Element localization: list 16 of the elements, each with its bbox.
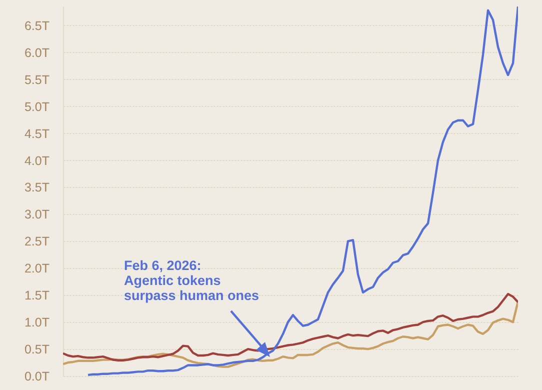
y-tick-label: 2.0T — [24, 262, 50, 276]
y-tick-label: 0.0T — [24, 370, 50, 384]
line-series — [86, 6, 518, 376]
y-tick-label: 5.5T — [24, 72, 50, 87]
y-tick-label: 2.5T — [24, 234, 50, 249]
y-tick-label: 3.5T — [24, 180, 50, 195]
annotation: Feb 6, 2026: Agentic tokens surpass human ones — [124, 258, 260, 303]
y-tick-label: 3.0T — [24, 208, 50, 222]
y-tick-label: 0.5T — [24, 342, 50, 357]
y-tick-label: 5.0T — [24, 100, 50, 114]
y-tick-label: 4.5T — [24, 126, 50, 141]
y-tick-label: 1.5T — [24, 288, 50, 303]
y-tick-label: 1.0T — [24, 316, 50, 330]
y-tick-label: 4.0T — [24, 154, 50, 168]
y-tick-label: 6.5T — [24, 18, 50, 33]
y-tick-label: 6.0T — [24, 46, 50, 60]
